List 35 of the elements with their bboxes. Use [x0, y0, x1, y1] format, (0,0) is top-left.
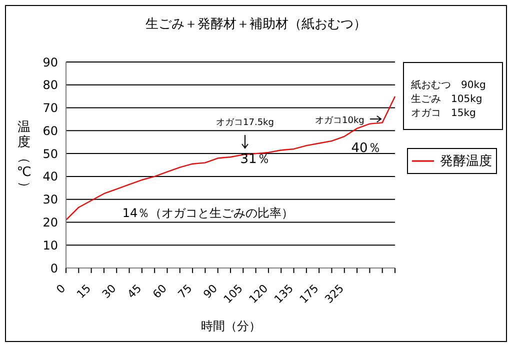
y-tick-label: 60: [42, 124, 58, 138]
y-axis-title: 温度（℃）: [16, 120, 32, 196]
text: 紙おむつ 90kg: [411, 79, 486, 92]
x-tick-label: 75: [176, 282, 195, 302]
x-tick-label: 120: [246, 282, 271, 306]
legend-label: 発酵温度: [440, 153, 492, 170]
x-tick-label: 45: [124, 282, 144, 302]
x-axis-title: 時間（分）: [201, 319, 261, 333]
y-tick-label: 40: [42, 170, 58, 184]
x-tick-label: 30: [100, 282, 119, 302]
y-tick-label: 30: [42, 192, 58, 207]
x-tick-label: 90: [200, 282, 220, 302]
annotation: 31％: [240, 151, 270, 168]
annotation: 40％: [351, 140, 381, 157]
x-tick-label: 60: [150, 282, 170, 302]
y-tick-label: 0: [50, 261, 58, 276]
chart-title: 生ごみ＋発酵材＋補助材（紙おむつ）: [144, 16, 368, 33]
annotation: オガコ10kg: [315, 115, 364, 127]
x-tick-label: 135: [272, 282, 296, 306]
x-tick-label: 0: [54, 282, 68, 296]
y-tick-label: 50: [42, 146, 58, 161]
text: 生ごみ 105kg: [411, 92, 482, 106]
y-tick-label: 70: [42, 101, 58, 116]
y-tick-label: 80: [42, 78, 58, 92]
y-tick-label: 90: [42, 55, 58, 70]
y-tick-label: 20: [42, 215, 58, 230]
x-tick-label: 15: [74, 282, 94, 302]
annotation: 14％（オガコと生ごみの比率）: [122, 205, 294, 222]
x-tick-label: 105: [221, 282, 246, 306]
text: オガコ 15kg: [411, 107, 476, 120]
x-tick-label: 325: [322, 282, 347, 306]
y-tick-label: 10: [42, 238, 58, 252]
line-series: [65, 96, 396, 221]
x-tick-label: 175: [297, 282, 322, 306]
annotation: オガコ17.5kg: [216, 118, 274, 129]
